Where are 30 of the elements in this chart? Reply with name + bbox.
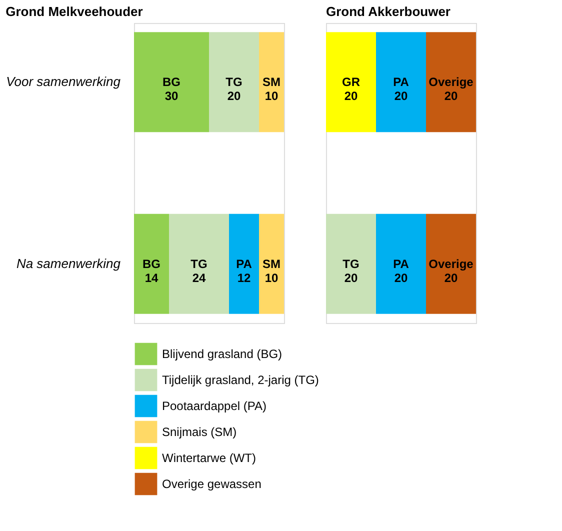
y-tick-label: Voor samenwerking xyxy=(6,74,122,90)
data-label: Overige 20 xyxy=(428,256,474,285)
data-label: SM 10 xyxy=(262,75,281,104)
bar xyxy=(259,32,284,132)
chart-title: Grond Melkveehouder xyxy=(6,4,143,19)
bar xyxy=(169,214,229,314)
y-tick-label: Na samenwerking xyxy=(16,256,122,271)
data-label: TG 20 xyxy=(226,75,242,104)
legend-label: Blijvend grasland (BG) xyxy=(162,347,282,361)
bar xyxy=(259,214,284,314)
data-label: PA 12 xyxy=(236,256,252,285)
data-label: TG 24 xyxy=(190,256,208,285)
bar xyxy=(209,32,259,132)
legend-label: Wintertarwe (WT) xyxy=(162,451,256,465)
data-label: PA 20 xyxy=(393,75,410,104)
data-label: BG 30 xyxy=(162,75,180,104)
bar xyxy=(134,214,169,314)
data-label: GR 20 xyxy=(342,75,360,104)
bar xyxy=(229,214,259,314)
data-label: BG 14 xyxy=(142,256,160,285)
legend-label: Snijmais (SM) xyxy=(162,425,237,439)
legend-label: Tijdelijk grasland, 2-jarig (TG) xyxy=(162,373,319,387)
data-label: PA 20 xyxy=(393,256,410,285)
data-label: SM 10 xyxy=(262,256,281,285)
data-label: Overige 20 xyxy=(428,75,474,104)
legend-label: Overige gewassen xyxy=(162,477,262,491)
legend-label: Pootaardappel (PA) xyxy=(162,399,267,413)
bar xyxy=(134,32,209,132)
chart-title: Grond Akkerbouwer xyxy=(326,4,450,19)
data-label: TG 20 xyxy=(342,256,360,285)
